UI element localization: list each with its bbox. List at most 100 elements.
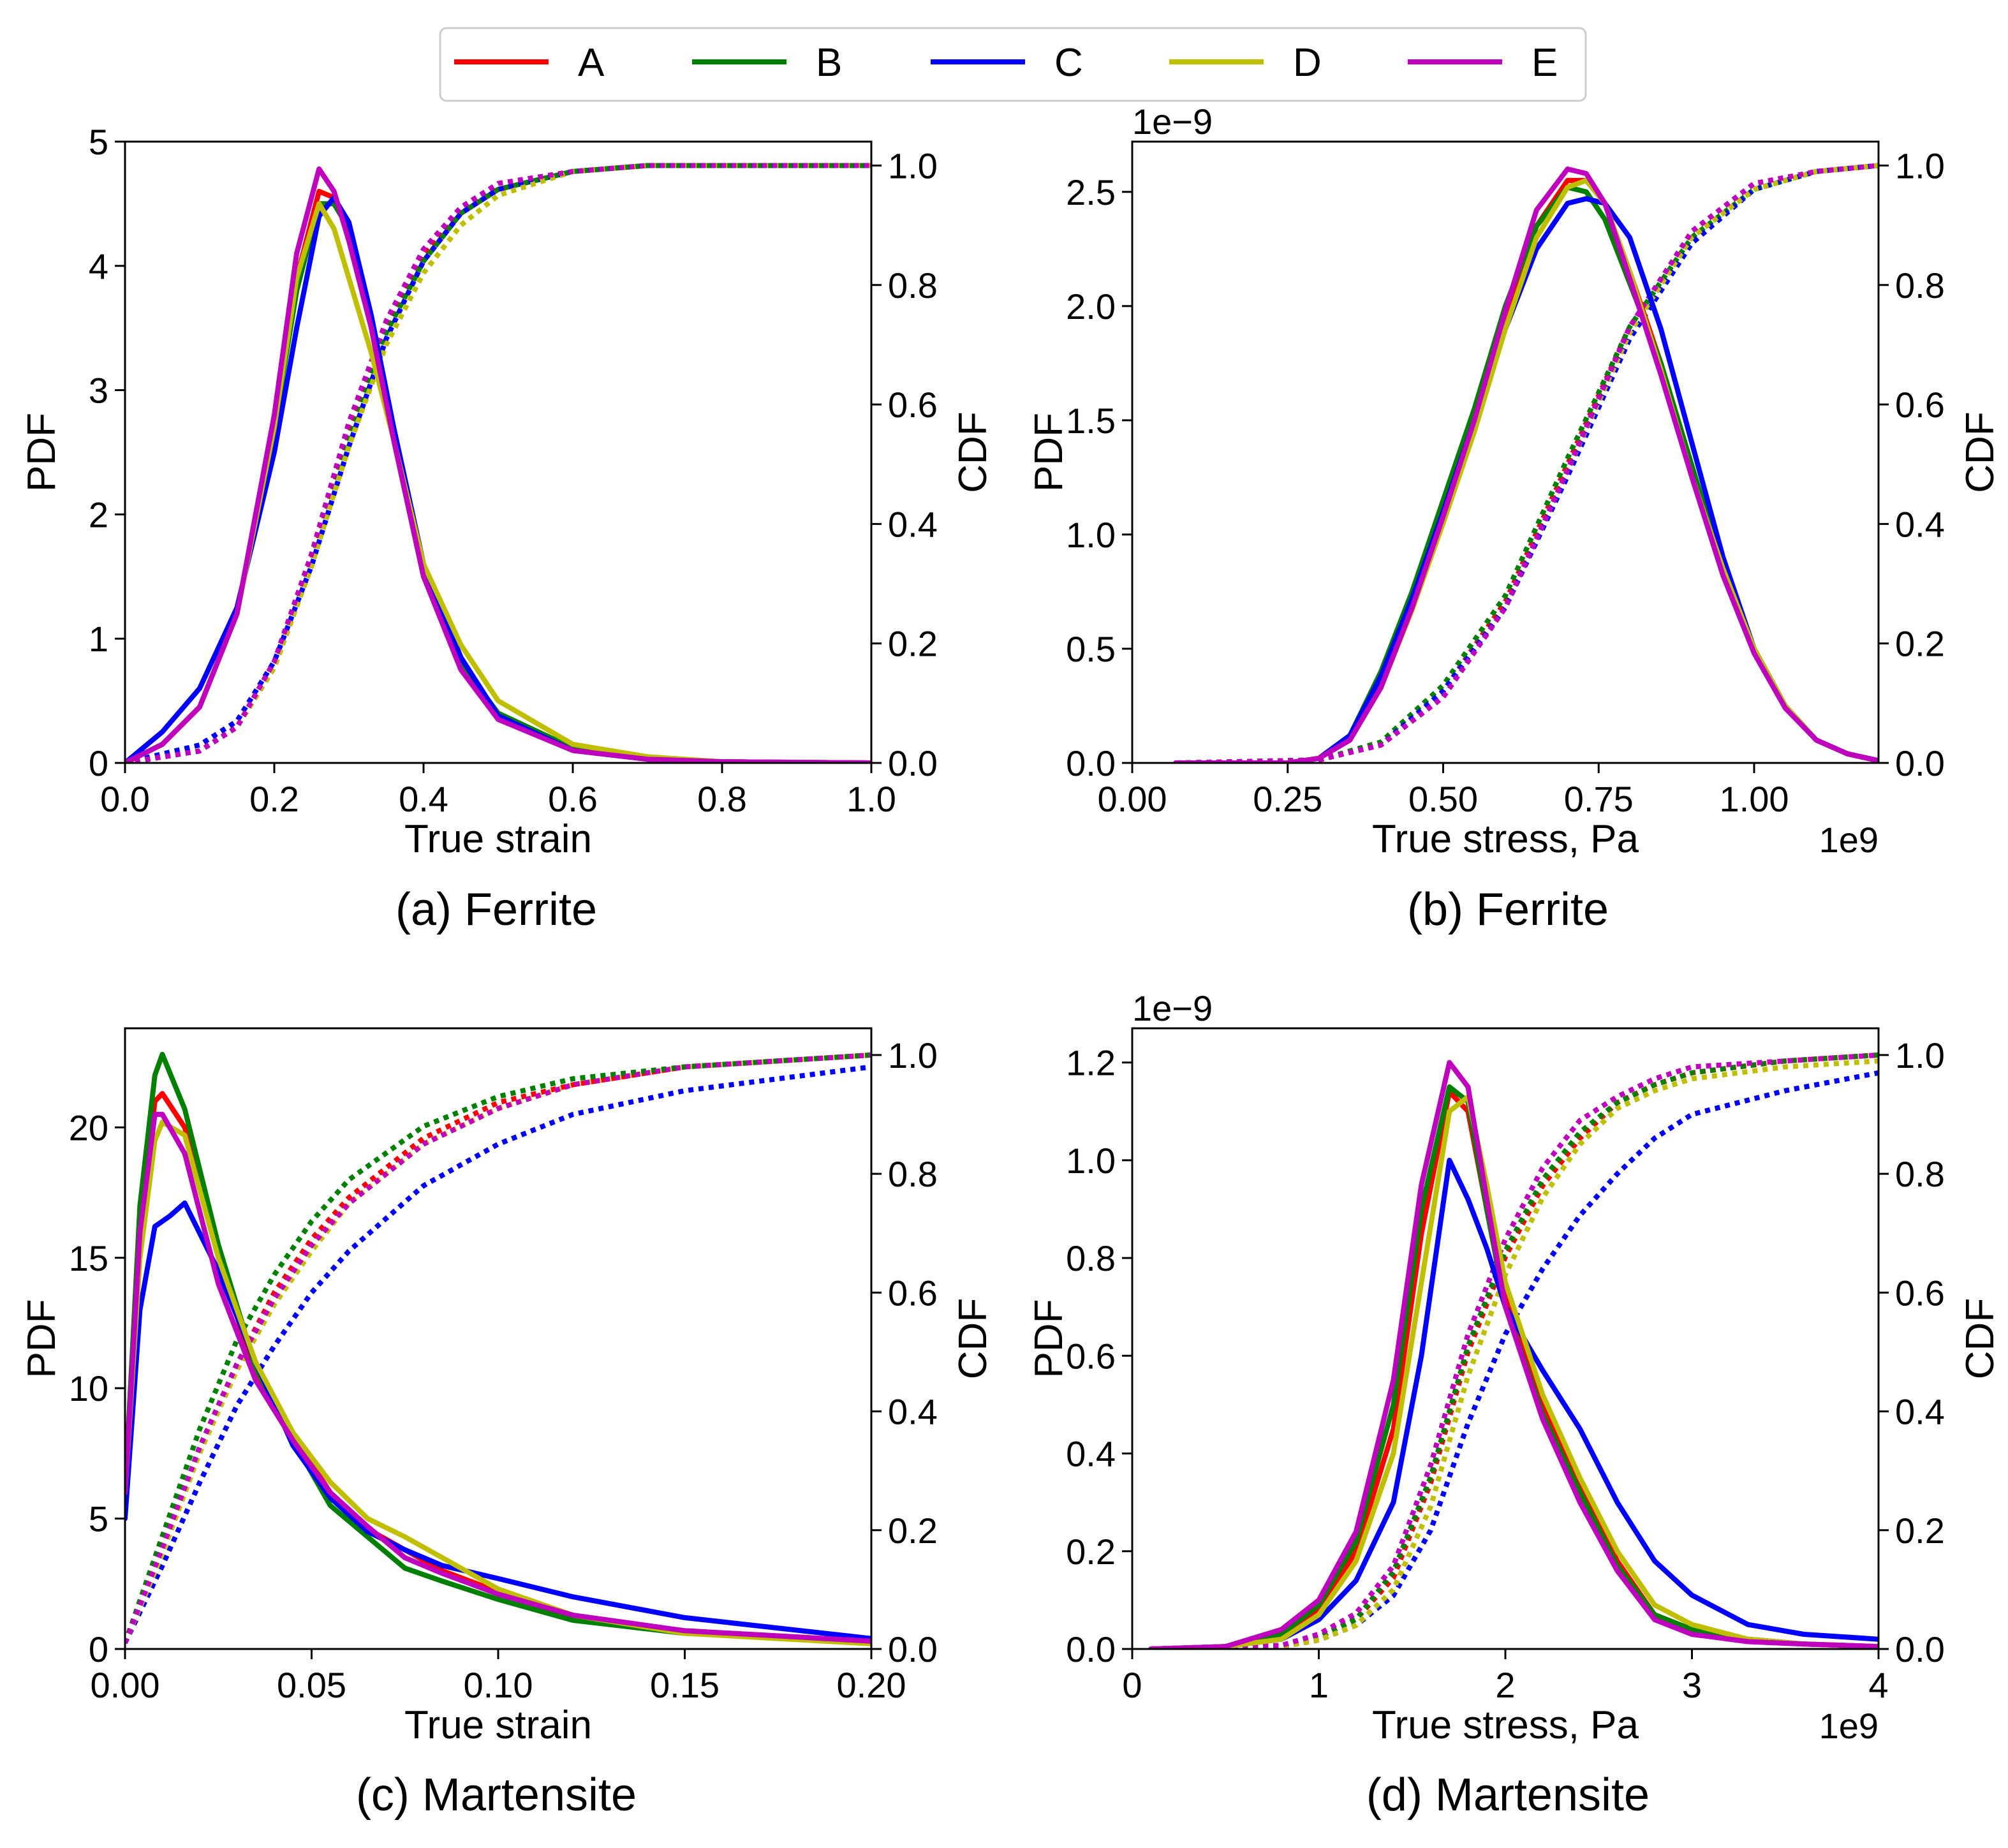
y-tick-label: 1.5 bbox=[1066, 401, 1116, 441]
y2-tick-label: 0.0 bbox=[1895, 743, 1945, 783]
y-tick-label: 1.0 bbox=[1066, 1141, 1116, 1181]
y-tick-label: 10 bbox=[69, 1368, 108, 1408]
y-axis-label: PDF bbox=[20, 413, 64, 492]
y2-tick-label: 0.4 bbox=[888, 1392, 938, 1432]
x-tick-label: 1 bbox=[1309, 1665, 1329, 1705]
y-tick-label: 0.6 bbox=[1066, 1336, 1116, 1376]
y-tick-label: 1.2 bbox=[1066, 1043, 1116, 1083]
x-tick-label: 0.25 bbox=[1253, 779, 1322, 819]
y2-tick-label: 0.2 bbox=[1895, 1511, 1945, 1551]
panel-caption: (b) Ferrite bbox=[1407, 884, 1609, 935]
x-offset-label: 1e9 bbox=[1819, 820, 1879, 860]
panel-b-ferrite-stress: 0.00 0.25 0.50 0.75 1.00 0.0 0.5 1.0 1.5 2.0 2.5 0.… bbox=[1027, 101, 2002, 935]
pdf-line-e bbox=[125, 1111, 871, 1644]
cdf-line-a bbox=[125, 1052, 871, 1645]
cdf-line-c bbox=[125, 1064, 871, 1645]
y2-tick-label: 0.8 bbox=[888, 265, 938, 306]
pdf-line-e bbox=[1173, 166, 1879, 763]
x-tick-label: 0.10 bbox=[464, 1665, 533, 1705]
y2-tick-label: 0.0 bbox=[1895, 1629, 1945, 1669]
y-tick-label: 20 bbox=[69, 1107, 108, 1148]
y-axis-label: PDF bbox=[1027, 1299, 1071, 1379]
panel-caption: (a) Ferrite bbox=[395, 884, 597, 935]
y-offset-label: 1e−9 bbox=[1132, 101, 1213, 142]
y-tick-label: 0.0 bbox=[1066, 743, 1116, 783]
axes-frame bbox=[1131, 1027, 1880, 1650]
y2-tick-label: 0.4 bbox=[888, 504, 938, 544]
x-tick-label: 0.15 bbox=[650, 1665, 720, 1705]
x-tick-label: 1.0 bbox=[846, 779, 896, 819]
plot-lines bbox=[125, 163, 871, 763]
legend-label-c: C bbox=[1054, 41, 1083, 85]
panel-d-martensite-stress: 0 1 2 3 40.00.20.40.60.81.01.20.00.20.40.60.… bbox=[1027, 988, 2002, 1821]
pdf-line-e bbox=[1148, 1060, 1879, 1649]
y-offset-label: 1e−9 bbox=[1132, 988, 1213, 1028]
y-tick-label: 1.0 bbox=[1066, 515, 1116, 555]
y2-tick-label: 0.6 bbox=[1895, 1273, 1945, 1313]
y-axis-label: PDF bbox=[20, 1299, 64, 1379]
pdf-line-e bbox=[125, 166, 871, 763]
cdf-line-d bbox=[125, 163, 871, 763]
cdf-line-e bbox=[125, 163, 871, 763]
legend-label-a: A bbox=[578, 41, 605, 85]
x-tick-label: 0.6 bbox=[548, 779, 598, 819]
y2-tick-label: 1.0 bbox=[1895, 145, 1945, 186]
y2-tick-label: 1.0 bbox=[888, 1035, 938, 1076]
y-tick-label: 15 bbox=[69, 1238, 108, 1278]
x-tick-label: 4 bbox=[1868, 1665, 1888, 1705]
legend-item-a: A bbox=[454, 41, 605, 85]
y2-tick-label: 0.8 bbox=[1895, 1154, 1945, 1194]
x-axis-label: True stress, Pa bbox=[1372, 1703, 1639, 1747]
y-tick-label: 0.5 bbox=[1066, 629, 1116, 669]
y2-tick-label: 0.4 bbox=[1895, 504, 1945, 544]
y2-axis-label: CDF bbox=[951, 411, 995, 492]
x-tick-label: 2 bbox=[1495, 1665, 1515, 1705]
x-tick-label: 0.00 bbox=[91, 1665, 160, 1705]
y2-tick-label: 0.8 bbox=[888, 1154, 938, 1194]
y2-tick-label: 0.6 bbox=[888, 385, 938, 425]
x-tick-label: 0.75 bbox=[1564, 779, 1634, 819]
y2-axis-label: CDF bbox=[1958, 411, 2002, 492]
y2-tick-label: 0.6 bbox=[888, 1273, 938, 1313]
pdf-line-c bbox=[125, 1200, 871, 1641]
cdf-line-c bbox=[1151, 1070, 1879, 1649]
cdf-line-e bbox=[1151, 1052, 1879, 1649]
y2-axis-label: CDF bbox=[951, 1298, 995, 1379]
plot-lines bbox=[125, 1051, 871, 1646]
pdf-line-c bbox=[1148, 1157, 1879, 1649]
y-tick-label: 3 bbox=[89, 371, 108, 411]
legend-item-c: C bbox=[931, 41, 1083, 85]
y2-tick-label: 0.2 bbox=[888, 1511, 938, 1551]
panel-a-ferrite-strain: 0.0 0.2 0.4 0.6 0.8 1.0 0 1 2 3 4 5 0.0 0.2 0.4 0.6 0.8 1… bbox=[20, 122, 995, 935]
legend-label-b: B bbox=[816, 41, 842, 85]
y-tick-label: 0 bbox=[89, 1629, 108, 1669]
axes-frame bbox=[124, 140, 873, 764]
y2-tick-label: 0.6 bbox=[1895, 385, 1945, 425]
cdf-line-e bbox=[1176, 163, 1879, 763]
y-tick-label: 0.4 bbox=[1066, 1434, 1116, 1474]
legend-item-d: D bbox=[1169, 41, 1322, 85]
axes-frame bbox=[124, 1027, 873, 1650]
y-tick-label: 5 bbox=[89, 122, 108, 162]
legend-items: A B C D E bbox=[454, 41, 1558, 85]
x-tick-label: 0.50 bbox=[1408, 779, 1478, 819]
axes-frame bbox=[1131, 140, 1880, 764]
x-tick-label: 0.20 bbox=[837, 1665, 906, 1705]
x-tick-label: 0 bbox=[1122, 1665, 1142, 1705]
y-tick-label: 4 bbox=[89, 246, 108, 286]
x-axis-label: True strain bbox=[404, 1703, 592, 1747]
panel-c-martensite-strain: 0.00 0.05 0.10 0.15 0.20 0 5 10 15 20 0.0 0.2 0.4 0.6… bbox=[20, 1027, 995, 1821]
panel-caption: (d) Martensite bbox=[1366, 1770, 1650, 1821]
y-tick-label: 2.0 bbox=[1066, 286, 1116, 327]
y2-tick-label: 0.4 bbox=[1895, 1392, 1945, 1432]
y2-tick-label: 0.0 bbox=[888, 743, 938, 783]
y-tick-label: 0.8 bbox=[1066, 1238, 1116, 1278]
y-tick-label: 0 bbox=[89, 743, 108, 783]
x-tick-label: 1.00 bbox=[1720, 779, 1789, 819]
x-axis-label: True stress, Pa bbox=[1372, 817, 1639, 861]
y-tick-label: 2 bbox=[89, 494, 108, 535]
y-tick-label: 0.0 bbox=[1066, 1629, 1116, 1669]
x-offset-label: 1e9 bbox=[1819, 1706, 1879, 1746]
y-axis-label: PDF bbox=[1027, 413, 1071, 492]
y2-tick-label: 0.8 bbox=[1895, 265, 1945, 306]
